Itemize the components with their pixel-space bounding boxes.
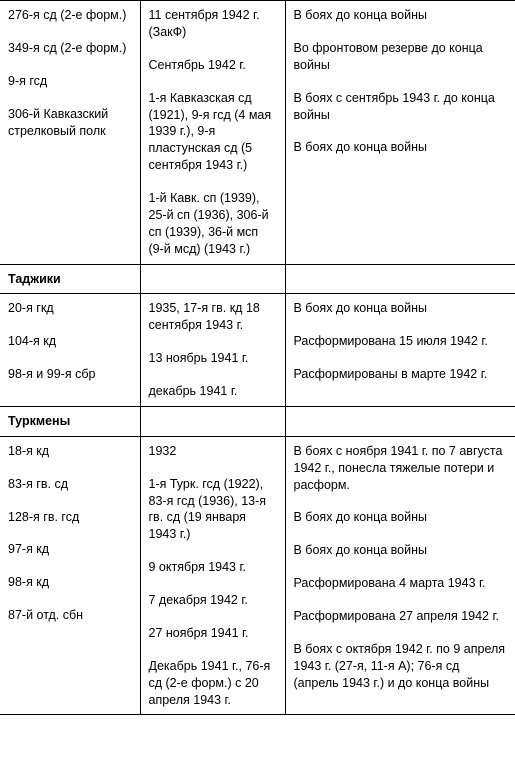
unit-formation: 1-я Турк. гсд (1922), 83-я гсд (1936), 1…	[141, 466, 285, 550]
section-header-empty	[140, 406, 285, 436]
unit-name: 20-я гкд	[0, 294, 140, 323]
unit-formation: 1-й Кавк. сп (1939), 25-й сп (1936), 306…	[141, 180, 285, 264]
unit-name: 98-я кд	[0, 564, 140, 597]
unit-fate: В боях до конца войны	[286, 499, 515, 532]
unit-name: 306-й Кавказский стрелковый полк	[0, 96, 140, 146]
unit-name: 9-я гсд	[0, 63, 140, 96]
unit-fate: В боях до конца войны	[286, 532, 515, 565]
unit-fate: Во фронтовом резерве до конца войны	[286, 30, 515, 80]
table-cell: В боях с ноября 1941 г. по 7 авгу­ста 19…	[285, 436, 515, 715]
section-body-row: 276-я сд (2-е форм.)349-я сд (2-е форм.)…	[0, 1, 515, 265]
unit-fate: Расформирована 4 марта 1943 г.	[286, 565, 515, 598]
table-cell: 11 сентября 1942 г. (ЗакФ)Сентябрь 1942 …	[140, 1, 285, 265]
unit-formation: 1935, 17-я гв. кд 18 сентября 1943 г.	[141, 294, 285, 340]
unit-formation: 11 сентября 1942 г. (ЗакФ)	[141, 1, 285, 47]
unit-formation: 9 октября 1943 г.	[141, 549, 285, 582]
unit-name: 104-я кд	[0, 323, 140, 356]
unit-fate: В боях с октября 1942 г. по 9 апре­ля 19…	[286, 631, 515, 698]
section-header-cell: Таджики	[0, 264, 140, 294]
unit-name: 97-я кд	[0, 531, 140, 564]
unit-fate: Расформирована 27 апреля 1942 г.	[286, 598, 515, 631]
unit-formation: 1-я Кавказская сд (1921), 9-я гсд (4 мая…	[141, 80, 285, 180]
table-cell: 20-я гкд104-я кд98-я и 99-я сбр	[0, 294, 140, 407]
unit-name: 83-я гв. сд	[0, 466, 140, 499]
unit-formation: Декабрь 1941 г., 76-я сд (2-е форм.) с 2…	[141, 648, 285, 715]
table-cell: 1935, 17-я гв. кд 18 сентября 1943 г.13 …	[140, 294, 285, 407]
unit-formation: 27 ноября 1941 г.	[141, 615, 285, 648]
table-cell: 18-я кд83-я гв. сд128-я гв. гсд97-я кд98…	[0, 436, 140, 715]
unit-name: 87-й отд. сбн	[0, 597, 140, 630]
section-title: Туркмены	[0, 407, 140, 436]
unit-formation: 7 декабря 1942 г.	[141, 582, 285, 615]
unit-formation: декабрь 1941 г.	[141, 373, 285, 406]
unit-fate: В боях до конца войны	[286, 129, 515, 162]
units-table: 276-я сд (2-е форм.)349-я сд (2-е форм.)…	[0, 0, 515, 715]
section-header-empty	[140, 264, 285, 294]
table-cell: 19321-я Турк. гсд (1922), 83-я гсд (1936…	[140, 436, 285, 715]
section-header-row: Таджики	[0, 264, 515, 294]
unit-name: 276-я сд (2-е форм.)	[0, 1, 140, 30]
section-header-cell: Туркмены	[0, 406, 140, 436]
unit-fate: Расформирована 15 июля 1942 г.	[286, 323, 515, 356]
unit-name: 98-я и 99-я сбр	[0, 356, 140, 389]
unit-formation: Сентябрь 1942 г.	[141, 47, 285, 80]
unit-fate: В боях до конца войны	[286, 1, 515, 30]
unit-fate: Расформированы в марте 1942 г.	[286, 356, 515, 389]
section-title: Таджики	[0, 265, 140, 294]
unit-fate: В боях до конца войны	[286, 294, 515, 323]
unit-fate: В боях с сентябрь 1943 г. до конца войны	[286, 80, 515, 130]
unit-name: 18-я кд	[0, 437, 140, 466]
section-header-empty	[285, 406, 515, 436]
unit-name: 128-я гв. гсд	[0, 499, 140, 532]
unit-name: 349-я сд (2-е форм.)	[0, 30, 140, 63]
section-body-row: 20-я гкд104-я кд98-я и 99-я сбр1935, 17-…	[0, 294, 515, 407]
section-header-empty	[285, 264, 515, 294]
section-body-row: 18-я кд83-я гв. сд128-я гв. гсд97-я кд98…	[0, 436, 515, 715]
table-cell: 276-я сд (2-е форм.)349-я сд (2-е форм.)…	[0, 1, 140, 265]
unit-formation: 13 ноябрь 1941 г.	[141, 340, 285, 373]
table-cell: В боях до конца войныВо фронтовом резерв…	[285, 1, 515, 265]
unit-formation: 1932	[141, 437, 285, 466]
section-header-row: Туркмены	[0, 406, 515, 436]
unit-fate: В боях с ноября 1941 г. по 7 авгу­ста 19…	[286, 437, 515, 500]
table-cell: В боях до конца войныРасформирована 15 и…	[285, 294, 515, 407]
